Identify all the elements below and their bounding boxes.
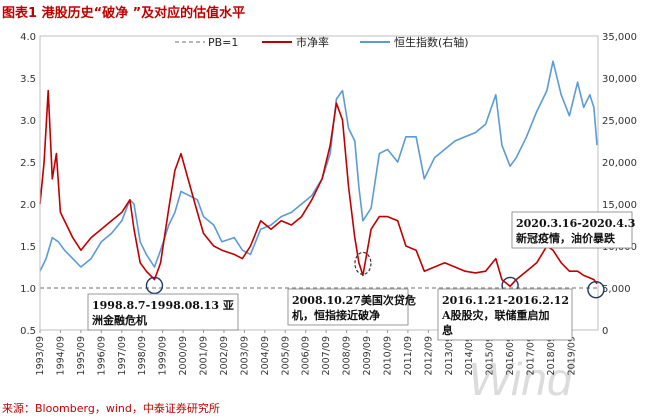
x-tick-label: 2016/09 <box>505 336 516 375</box>
y-left-tick-label: 3.5 <box>20 74 36 85</box>
y-left-tick-label: 1.5 <box>20 242 36 253</box>
legend-label-pb: 市净率 <box>296 35 329 49</box>
axis-layer: 0.51.01.52.02.53.03.54.005,00010,00015,0… <box>20 32 637 375</box>
y-right-tick-label: 20,000 <box>602 158 637 169</box>
annotation-marker-dashed <box>354 251 372 275</box>
watermark: Wind <box>468 353 574 405</box>
x-tick-label: 2001/09 <box>199 336 210 375</box>
x-tick-label: 2004/09 <box>260 336 271 375</box>
annotation-text: 洲金融危机 <box>92 313 147 327</box>
x-tick-label: 1999/09 <box>158 336 169 375</box>
y-left-tick-label: 3.0 <box>20 116 36 127</box>
y-left-tick-label: 1.0 <box>20 284 36 295</box>
annotation-text: A股股灾，联储重启加 <box>441 308 550 322</box>
hsi-series-line <box>39 60 598 272</box>
annotation-text: 息 <box>442 323 453 337</box>
x-tick-label: 1995/09 <box>76 336 87 375</box>
x-tick-label: 1996/09 <box>96 336 107 375</box>
annotation-text: 2008.10.27美国次贷危 <box>292 293 416 307</box>
x-tick-label: 2019/09 <box>566 336 577 375</box>
x-tick-label: 1993/09 <box>35 336 46 375</box>
x-tick-label: 2006/09 <box>301 336 312 375</box>
x-tick-label: 2010/09 <box>382 336 393 375</box>
annotation-box <box>287 288 409 326</box>
y-right-tick-label: 0 <box>602 326 608 337</box>
x-tick-label: 2011/09 <box>403 336 414 375</box>
x-tick-label: 2013/09 <box>444 336 455 375</box>
y-right-tick-label: 30,000 <box>602 74 637 85</box>
y-left-tick-label: 0.5 <box>20 326 36 337</box>
x-tick-label: 2012/09 <box>423 336 434 375</box>
annotation-marker-circle <box>587 280 605 299</box>
y-right-tick-label: 35,000 <box>602 32 637 43</box>
annotation-box <box>87 293 239 331</box>
y-right-tick-label: 5,000 <box>602 284 631 295</box>
y-left-tick-label: 2.5 <box>20 158 36 169</box>
x-tick-label: 2017/09 <box>526 336 537 375</box>
x-tick-label: 2007/09 <box>321 336 332 375</box>
annotation-marker-circle <box>145 276 164 295</box>
x-tick-label: 2003/09 <box>239 336 250 375</box>
source-note: 来源：Bloomberg，wind，中泰证券研究所 <box>2 401 220 415</box>
annotation-text: 机，恒指接近破净 <box>292 308 380 322</box>
annotation-box <box>437 288 573 341</box>
series-layer <box>39 60 598 288</box>
annotation-text: 2016.1.21-2016.2.12 <box>442 294 569 307</box>
legend-label-pb1: PB=1 <box>208 36 238 49</box>
x-tick-label: 2002/09 <box>219 336 230 375</box>
watermark-text: Wind <box>468 353 574 405</box>
x-tick-label: 2005/09 <box>280 336 291 375</box>
plot-frame <box>39 35 599 331</box>
x-tick-label: 1994/09 <box>55 336 66 375</box>
x-tick-label: 1998/09 <box>137 336 148 375</box>
x-tick-label: 2008/09 <box>342 336 353 375</box>
legend-label-hsi: 恒生指数(右轴) <box>394 35 469 49</box>
y-right-tick-label: 15,000 <box>602 200 637 211</box>
x-tick-label: 1997/09 <box>117 336 128 375</box>
x-tick-label: 2015/09 <box>485 336 496 375</box>
y-right-tick-label: 25,000 <box>602 116 637 127</box>
x-tick-label: 2018/09 <box>546 336 557 375</box>
legend: PB=1 市净率 恒生指数(右轴) <box>175 35 469 49</box>
annotation-text: 1998.8.7-1998.08.13 亚 <box>92 299 234 312</box>
y-left-tick-label: 2.0 <box>20 200 36 211</box>
y-left-tick-label: 4.0 <box>20 32 36 43</box>
x-tick-label: 2000/09 <box>178 336 189 375</box>
annotation-text: 新冠疫情，油价暴跌 <box>516 231 616 245</box>
annotation-text: 2020.3.16-2020.4.3 <box>516 217 635 230</box>
annotation-box <box>511 211 633 249</box>
chart-title: 图表1 港股历史“破净 ”及对应的估值水平 <box>2 5 245 21</box>
x-tick-label: 2014/09 <box>464 336 475 375</box>
pb-series-line <box>39 89 598 288</box>
x-tick-label: 2009/09 <box>362 336 373 375</box>
